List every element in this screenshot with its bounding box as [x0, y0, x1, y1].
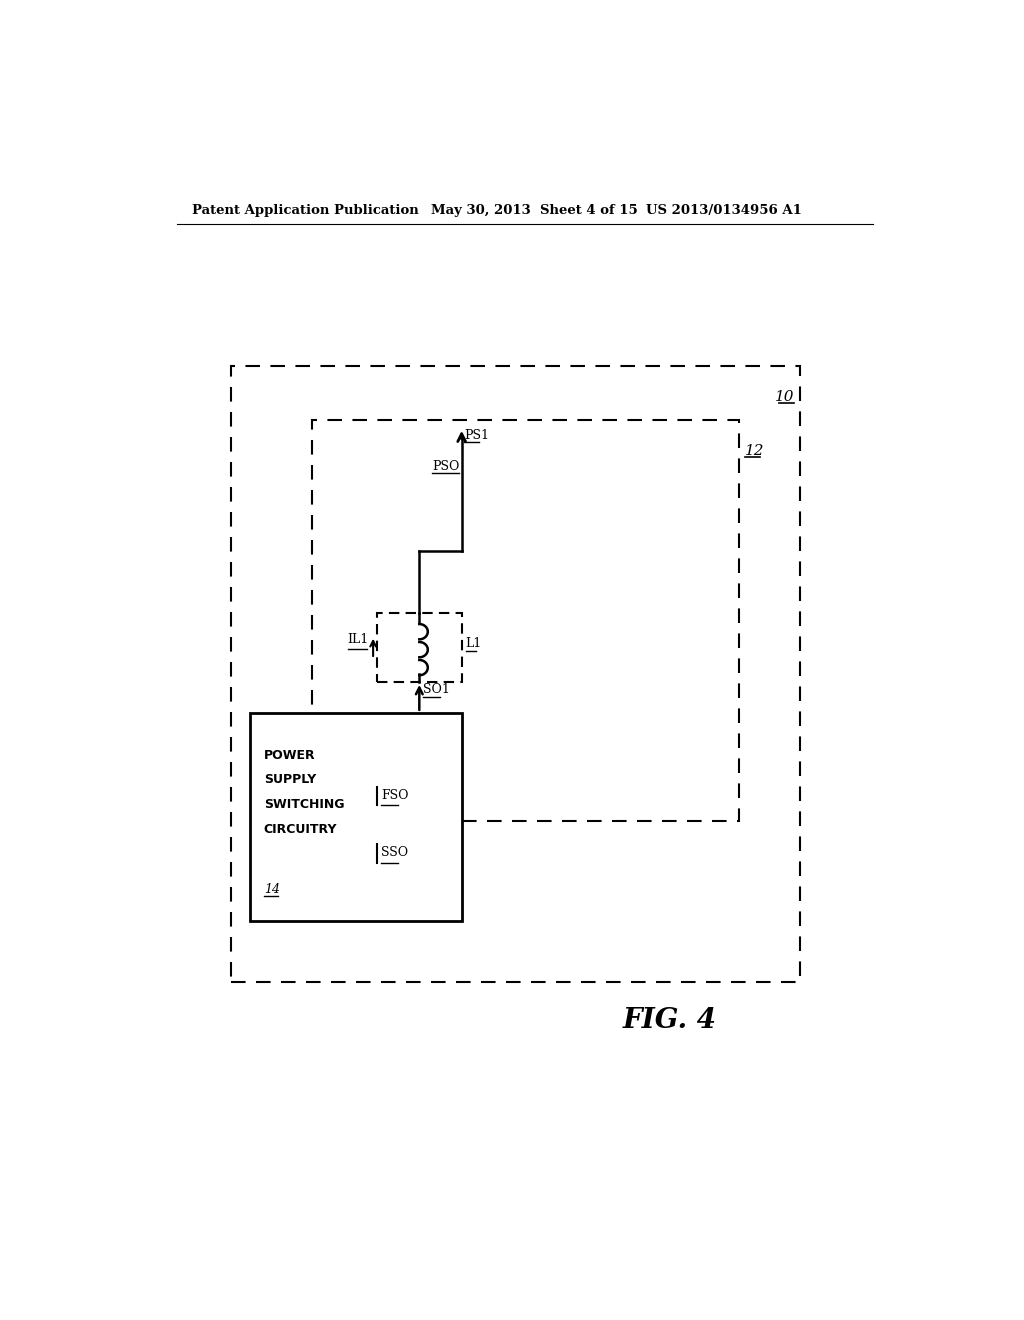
Text: SSO: SSO — [381, 846, 408, 859]
Text: SWITCHING: SWITCHING — [264, 797, 344, 810]
Text: US 2013/0134956 A1: US 2013/0134956 A1 — [646, 205, 803, 218]
Text: POWER: POWER — [264, 748, 315, 762]
Text: 14: 14 — [264, 883, 280, 896]
Text: PS1: PS1 — [464, 429, 489, 442]
Text: FSO: FSO — [381, 788, 409, 801]
Text: L1: L1 — [466, 638, 481, 649]
Text: Patent Application Publication: Patent Application Publication — [193, 205, 419, 218]
Bar — [230, 367, 801, 982]
Text: PSO: PSO — [432, 459, 460, 473]
Text: May 30, 2013  Sheet 4 of 15: May 30, 2013 Sheet 4 of 15 — [431, 205, 638, 218]
Text: IL1: IL1 — [348, 634, 369, 647]
Text: SO1: SO1 — [423, 684, 450, 696]
Text: SUPPLY: SUPPLY — [264, 774, 316, 787]
Bar — [250, 713, 462, 921]
Text: 12: 12 — [745, 444, 765, 458]
Bar — [377, 612, 462, 682]
Text: FIG. 4: FIG. 4 — [623, 1007, 717, 1035]
Bar — [311, 420, 739, 821]
Text: 10: 10 — [775, 391, 795, 404]
Text: CIRCUITRY: CIRCUITRY — [264, 822, 337, 836]
